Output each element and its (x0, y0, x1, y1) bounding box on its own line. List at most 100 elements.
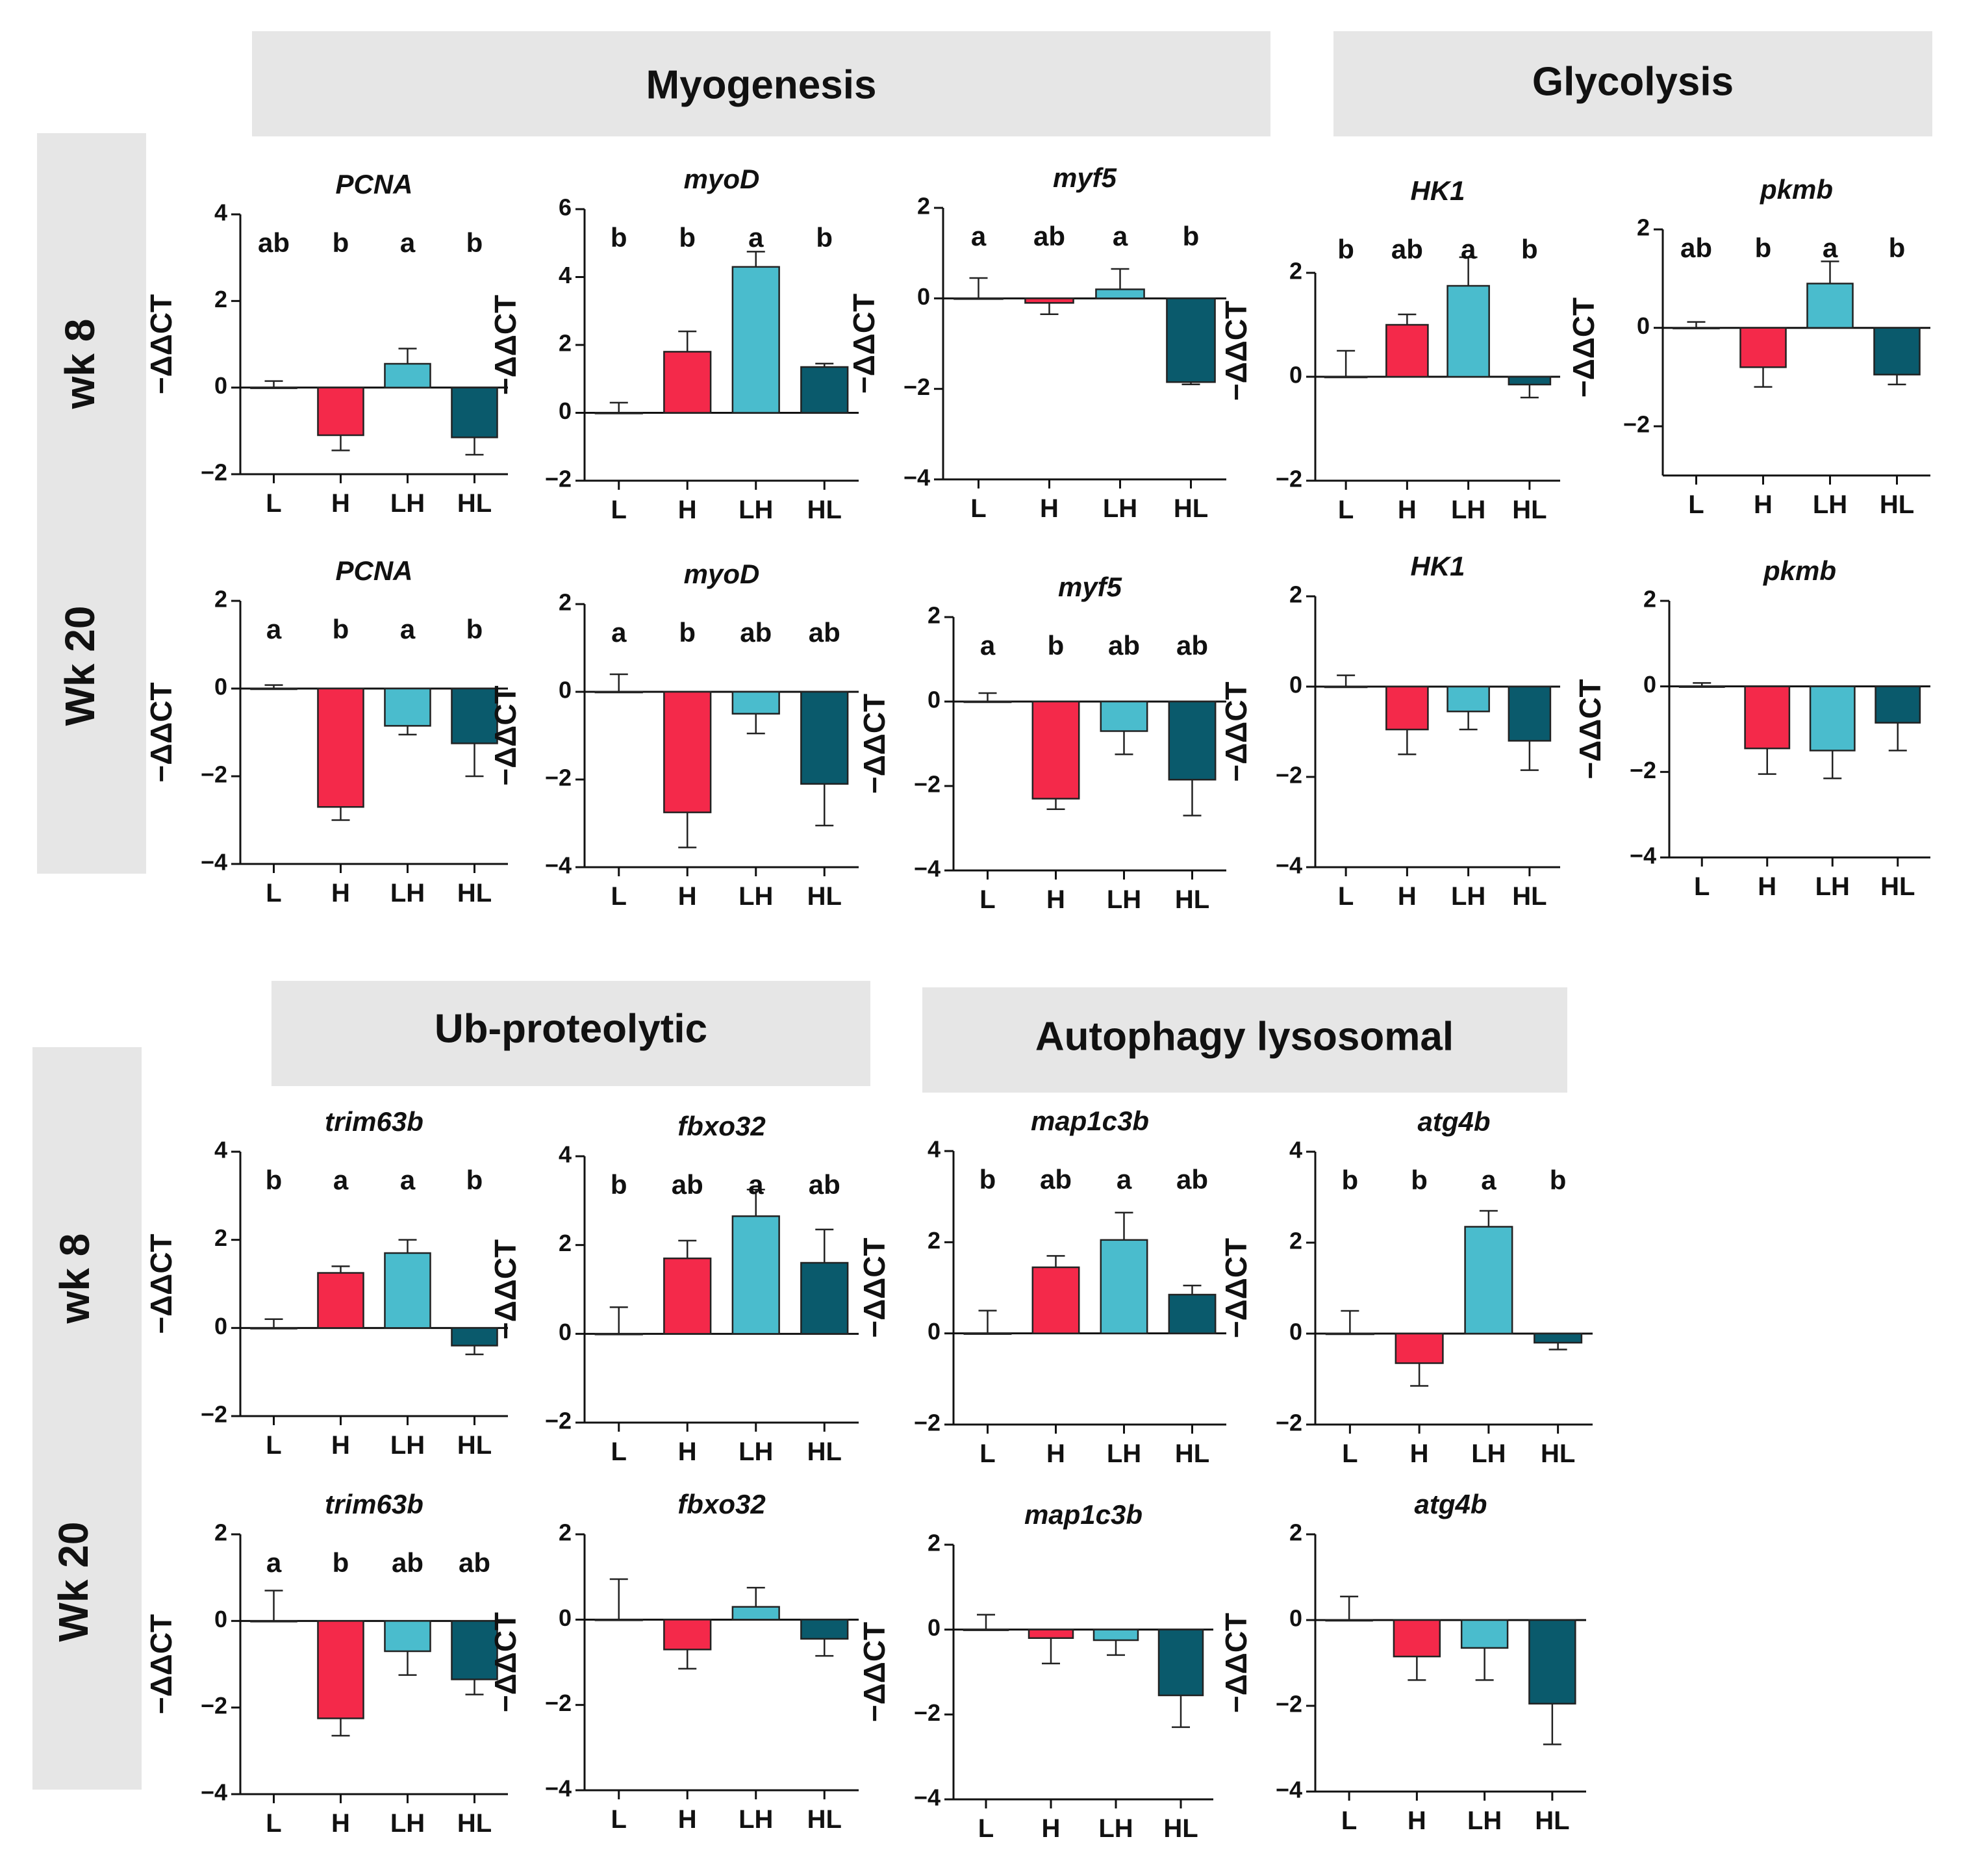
bar-H (663, 1619, 712, 1651)
y-tick-label: 2 (559, 589, 572, 616)
y-tick-label: −4 (914, 1784, 941, 1811)
significance-label-H: b (1411, 1165, 1428, 1195)
bar-LH (731, 691, 780, 715)
y-tick-label: −2 (914, 771, 941, 798)
row-label-top-wk8: wk 8 (57, 319, 103, 410)
x-tick-label: L (611, 882, 627, 911)
significance-label-LH: a (400, 227, 416, 258)
bar-LH (384, 687, 431, 727)
chart-title: fbxo32 (677, 1111, 765, 1141)
significance-label-LH: a (748, 1169, 764, 1200)
y-axis-label: −ΔΔCT (144, 294, 178, 394)
chart-HK1-wk8: HK1 −ΔΔCT −2 0 2 Lb Hab LH a HL b (1219, 175, 1560, 524)
bar-H (1031, 700, 1080, 800)
header-ub-proteolytic: Ub-proteolytic (272, 981, 870, 1086)
bar-H (317, 687, 364, 808)
chart-trim63b-wk20: trim63b −ΔΔCT −4 −2 0 2 La Hb LH ab HL ab (144, 1489, 508, 1838)
significance-label-L: a (611, 617, 627, 648)
x-tick-label: L (1688, 490, 1704, 519)
x-tick-label: H (331, 489, 350, 518)
y-axis-label: −ΔΔCT (1219, 301, 1253, 401)
significance-label-LH: a (1481, 1165, 1496, 1195)
significance-label-HL: b (466, 1165, 483, 1195)
chart-title: fbxo32 (677, 1489, 765, 1519)
y-tick-label: 4 (928, 1136, 941, 1163)
significance-label-H: b (1048, 630, 1065, 661)
bar-HL (800, 1619, 849, 1640)
significance-label-H: ab (1033, 221, 1065, 251)
y-tick-label: 4 (214, 1137, 227, 1163)
bar-HL (1508, 685, 1552, 742)
chart-title: HK1 (1410, 175, 1465, 206)
significance-label-HL: b (466, 227, 483, 258)
y-axis-label: −ΔΔCT (857, 694, 891, 794)
y-tick-label: −4 (1630, 843, 1656, 869)
x-tick-label: H (678, 496, 697, 524)
bar-LH (731, 266, 780, 414)
y-tick-label: −2 (1630, 757, 1656, 783)
y-tick-label: 0 (1289, 362, 1302, 388)
chart-title: atg4b (1417, 1106, 1490, 1137)
significance-label-L: a (971, 221, 987, 251)
bar-H (317, 1272, 364, 1329)
bar-H (1028, 1629, 1074, 1639)
x-tick-label: HL (1174, 494, 1208, 523)
y-tick-label: 2 (928, 602, 941, 629)
x-tick-label: LH (390, 879, 425, 907)
y-tick-label: 6 (559, 194, 572, 221)
x-tick-label: LH (1107, 1439, 1141, 1468)
x-tick-label: H (331, 1431, 350, 1460)
y-tick-label: 0 (214, 1606, 227, 1632)
x-tick-label: HL (1512, 496, 1547, 524)
chart-title: PCNA (335, 169, 412, 199)
header-glycolysis-label: Glycolysis (1532, 59, 1734, 104)
y-tick-label: −4 (545, 1775, 572, 1802)
y-tick-label: 0 (1289, 1605, 1302, 1632)
x-tick-label: H (678, 1438, 697, 1466)
significance-label-L: ab (1680, 233, 1712, 263)
y-tick-label: 0 (1289, 1319, 1302, 1345)
y-tick-label: 2 (928, 1227, 941, 1254)
x-tick-label: LH (1103, 494, 1137, 523)
x-tick-label: LH (1451, 882, 1485, 911)
significance-label-H: b (333, 227, 349, 258)
chart-title: atg4b (1414, 1489, 1487, 1519)
bar-L (594, 1619, 643, 1621)
y-tick-label: 0 (1637, 312, 1650, 339)
y-tick-label: −2 (201, 1692, 227, 1719)
chart-PCNA-wk20: PCNA −ΔΔCT −4 −2 0 2 La Hb LH a HL b (144, 555, 508, 907)
significance-label-LH: a (1461, 234, 1476, 264)
bar-L (594, 412, 643, 414)
y-tick-label: −2 (903, 374, 930, 400)
x-tick-label: HL (1880, 872, 1915, 901)
y-axis-label: −ΔΔCT (144, 1234, 178, 1334)
y-tick-label: 4 (1289, 1137, 1302, 1163)
x-tick-label: HL (1512, 882, 1547, 911)
significance-label-H: b (333, 614, 349, 644)
y-tick-label: −4 (1276, 1777, 1302, 1803)
bar-HL (1157, 1629, 1204, 1697)
bar-H (1031, 1266, 1080, 1334)
y-tick-label: −4 (903, 464, 930, 491)
chart-title: pkmb (1763, 555, 1836, 586)
significance-label-HL: b (1889, 233, 1906, 263)
x-tick-label: LH (1815, 872, 1850, 901)
chart-title: PCNA (335, 555, 412, 586)
y-axis-label: −ΔΔCT (847, 294, 881, 394)
chart-myf5-wk20: myf5 −ΔΔCT −4 −2 0 2 La Hb LH ab HL ab (857, 572, 1226, 914)
x-tick-label: LH (390, 489, 425, 518)
bar-LH (1806, 283, 1854, 329)
bar-H (1744, 685, 1791, 750)
row-box-bottom: wk 8 Wk 20 (32, 1047, 142, 1790)
bar-LH (384, 1252, 431, 1329)
significance-label-LH: ab (392, 1547, 423, 1578)
y-axis-label: −ΔΔCT (857, 1622, 891, 1722)
bar-LH (1100, 1239, 1148, 1334)
significance-label-L: a (266, 1547, 282, 1578)
x-tick-label: HL (457, 879, 492, 907)
x-tick-label: H (1398, 882, 1417, 911)
